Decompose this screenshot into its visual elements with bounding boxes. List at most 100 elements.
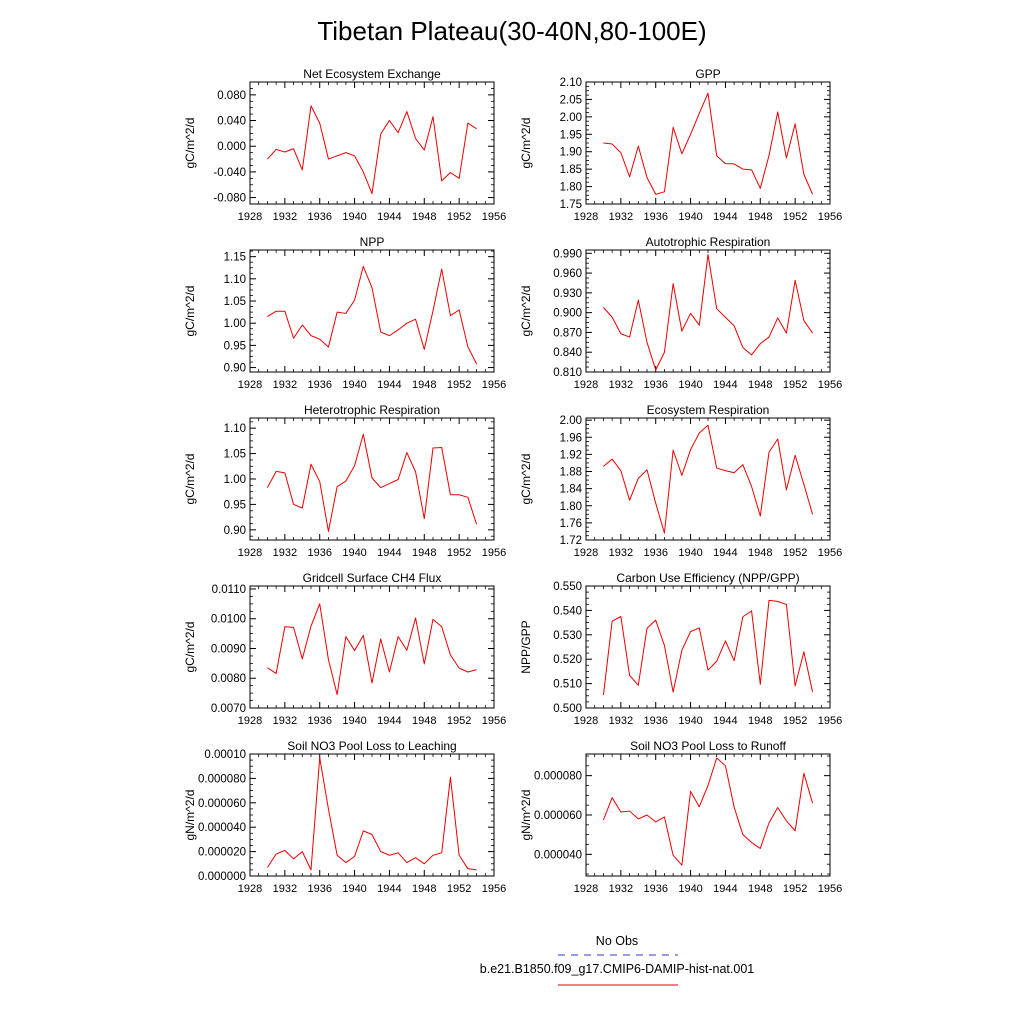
x-tick-label: 1940: [342, 211, 366, 223]
x-tick-label: 1928: [574, 715, 598, 727]
y-tick-label: 1.80: [560, 182, 582, 194]
series-line: [266, 433, 478, 532]
y-tick-label: 0.0070: [211, 703, 246, 715]
y-axis-label: gC/m^2/d: [519, 454, 533, 505]
x-tick-label: 1944: [377, 715, 401, 727]
y-tick-label: 0.0080: [211, 673, 246, 685]
plot-frame: [249, 585, 495, 709]
panel-gpp: GPP gC/m^2/d 1928 1932 1936 1940 1944 1948 1952 1…: [519, 67, 842, 223]
y-tick-label: 0.960: [553, 268, 582, 280]
x-tick-label: 1956: [482, 715, 506, 727]
y-tick-label: 0.040: [217, 116, 246, 128]
x-tick-label: 1956: [482, 379, 506, 391]
y-tick-label: 0.500: [553, 703, 582, 715]
y-axis-label: gC/m^2/d: [519, 118, 533, 169]
panel-title: NPP: [360, 235, 385, 249]
x-tick-label: 1956: [482, 883, 506, 895]
series-line: [267, 757, 477, 871]
x-tick-label: 1932: [609, 211, 633, 223]
plot-frame: [585, 417, 831, 541]
y-tick-label: 0.000060: [198, 798, 246, 810]
x-tick-label: 1948: [412, 547, 436, 559]
y-axis-label: gN/m^2/d: [519, 790, 533, 841]
series-line: [602, 757, 814, 866]
y-tick-label: 0.0110: [212, 584, 246, 596]
y-axis-label: gC/m^2/d: [183, 118, 197, 169]
y-axis-label: gN/m^2/d: [183, 790, 197, 841]
x-tick-label: 1952: [783, 715, 807, 727]
x-tick-label: 1936: [307, 715, 331, 727]
panel-soil-no3-pool-loss-to-leaching: Soil NO3 Pool Loss to Leaching gN/m^2/d 19…: [183, 739, 506, 895]
panel-title: Ecosystem Respiration: [647, 403, 770, 417]
y-tick-label: 0.000080: [198, 773, 246, 785]
x-tick-label: 1940: [678, 211, 702, 223]
x-tick-label: 1944: [713, 211, 737, 223]
x-tick-label: 1948: [748, 547, 772, 559]
y-tick-label: 1.15: [224, 252, 246, 264]
panel-grid: Net Ecosystem Exchange gC/m^2/d 1928 1932 19…: [183, 67, 842, 895]
x-tick-label: 1948: [412, 715, 436, 727]
x-tick-label: 1932: [609, 547, 633, 559]
x-tick-label: 1948: [748, 211, 772, 223]
panel-net-ecosystem-exchange: Net Ecosystem Exchange gC/m^2/d 1928 1932 19…: [183, 67, 506, 223]
x-tick-label: 1940: [342, 715, 366, 727]
x-tick-label: 1932: [609, 379, 633, 391]
y-tick-label: 0.870: [553, 327, 582, 339]
x-tick-label: 1948: [412, 883, 436, 895]
panel-carbon-use-efficiency-npp-gpp: Carbon Use Efficiency (NPP/GPP) NPP/GPP 19…: [519, 571, 842, 727]
x-tick-label: 1928: [574, 211, 598, 223]
x-tick-label: 1952: [447, 379, 471, 391]
y-tick-label: 1.10: [224, 274, 246, 286]
x-tick-label: 1940: [342, 547, 366, 559]
y-tick-label: 1.72: [560, 535, 582, 547]
panel-title: Carbon Use Efficiency (NPP/GPP): [616, 571, 799, 585]
y-tick-label: 0.000000: [198, 871, 246, 883]
y-tick-label: 0.550: [553, 581, 582, 593]
x-tick-label: 1944: [713, 547, 737, 559]
panel-title: Autotrophic Respiration: [646, 235, 771, 249]
y-tick-label: 0.810: [553, 367, 582, 379]
panel-title: Soil NO3 Pool Loss to Runoff: [630, 739, 787, 753]
y-tick-label: 0.000: [217, 141, 246, 153]
y-tick-label: 0.930: [553, 288, 582, 300]
x-tick-label: 1944: [713, 379, 737, 391]
y-tick-label: 0.900: [553, 308, 582, 320]
series-line: [267, 603, 477, 696]
y-tick-label: 0.000040: [198, 822, 246, 834]
y-tick-label: 0.080: [217, 90, 246, 102]
y-tick-label: 1.88: [560, 467, 582, 479]
x-tick-label: 1940: [678, 883, 702, 895]
x-tick-label: 1956: [482, 211, 506, 223]
x-tick-label: 1952: [783, 883, 807, 895]
x-tick-label: 1932: [609, 883, 633, 895]
x-tick-label: 1948: [748, 715, 772, 727]
plot-frame: [585, 249, 831, 373]
y-tick-label: 1.95: [560, 129, 582, 141]
x-tick-label: 1952: [783, 379, 807, 391]
x-tick-label: 1932: [273, 547, 297, 559]
y-tick-label: 2.10: [560, 77, 582, 89]
x-tick-label: 1940: [678, 547, 702, 559]
panel-gridcell-surface-ch4-flux: Gridcell Surface CH4 Flux gC/m^2/d 1928 193…: [183, 571, 506, 727]
panel-soil-no3-pool-loss-to-runoff: Soil NO3 Pool Loss to Runoff gN/m^2/d 1928…: [519, 739, 842, 895]
y-axis-label: gC/m^2/d: [183, 286, 197, 337]
x-tick-label: 1956: [818, 547, 842, 559]
y-tick-label: 1.84: [560, 484, 583, 496]
panel-title: Net Ecosystem Exchange: [303, 67, 441, 81]
x-tick-label: 1944: [713, 883, 737, 895]
panel-title: Heterotrophic Respiration: [304, 403, 440, 417]
plot-frame: [585, 585, 831, 709]
x-tick-label: 1948: [748, 883, 772, 895]
x-tick-label: 1928: [574, 883, 598, 895]
y-tick-label: 1.75: [560, 199, 582, 211]
x-tick-label: 1952: [783, 547, 807, 559]
x-tick-label: 1936: [643, 211, 667, 223]
x-tick-label: 1932: [273, 715, 297, 727]
x-tick-label: 1932: [609, 715, 633, 727]
panel-title: GPP: [695, 67, 720, 81]
series-line: [267, 105, 477, 195]
legend: No Obs b.e21.B1850.f09_g17.CMIP6-DAMIP-h…: [480, 934, 754, 986]
y-tick-label: 1.00: [224, 474, 246, 486]
